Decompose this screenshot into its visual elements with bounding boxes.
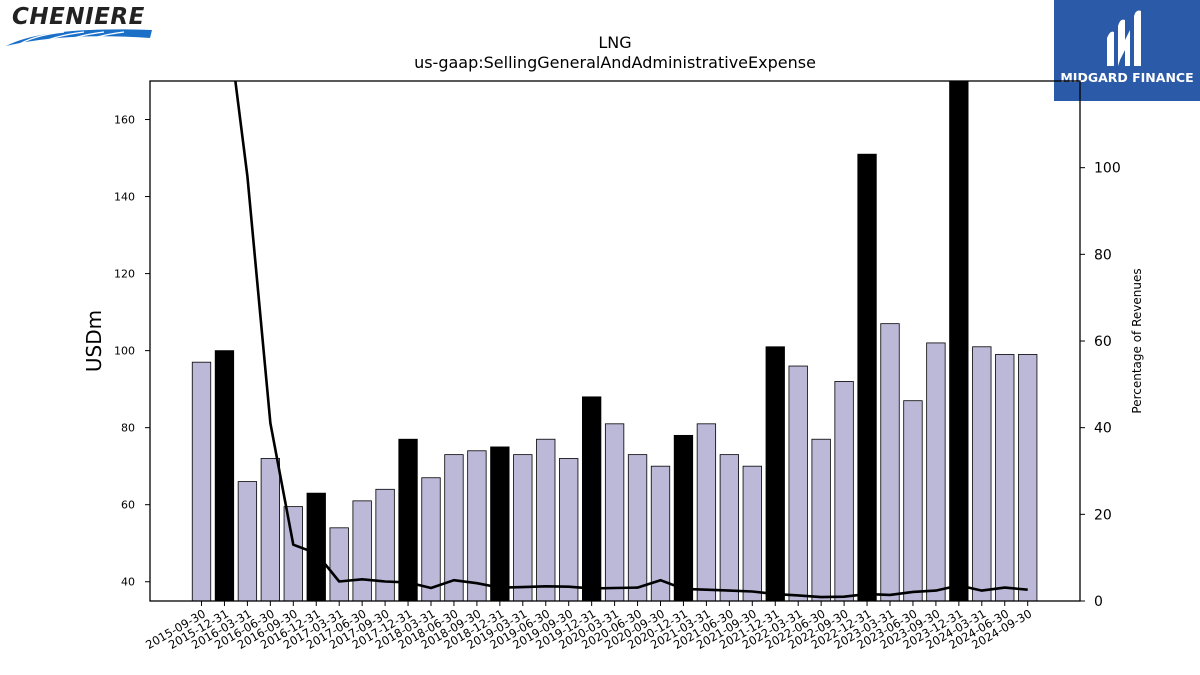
bar — [191, 361, 212, 602]
y-tick-label: 100 — [114, 345, 135, 358]
bar — [719, 454, 739, 602]
bar — [834, 381, 854, 602]
cheniere-wave-icon — [6, 29, 152, 47]
chart-title: LNG — [598, 33, 632, 52]
bar — [696, 423, 717, 602]
bar — [536, 438, 556, 602]
y2-tick-label: 100 — [1094, 161, 1121, 177]
bar — [582, 396, 602, 602]
bar — [467, 450, 487, 602]
bar — [559, 458, 579, 602]
bar — [857, 153, 877, 602]
bar — [765, 346, 785, 602]
bar — [903, 400, 923, 602]
bar — [1018, 354, 1038, 602]
bar — [604, 423, 625, 602]
y2-tick-label: 40 — [1094, 421, 1112, 437]
chart-subtitle: us-gaap:SellingGeneralAndAdministrativeE… — [414, 53, 816, 72]
midgard-wordmark: MIDGARD FINANCE — [1060, 70, 1194, 85]
y-tick-label: 80 — [121, 422, 135, 435]
bar — [352, 500, 372, 602]
y2-axis-label: Percentage of Revenues — [1130, 268, 1144, 413]
bar — [421, 477, 441, 602]
bar — [673, 434, 694, 602]
bar — [627, 454, 648, 602]
bar — [398, 438, 418, 602]
y-tick-label: 140 — [114, 191, 135, 204]
bar — [490, 446, 510, 602]
y2-tick-label: 80 — [1094, 247, 1112, 263]
bar — [375, 488, 395, 602]
percentage-line — [234, 81, 1028, 599]
bar — [742, 465, 762, 602]
bar — [306, 492, 326, 602]
cheniere-logo: CHENIERE — [4, 2, 156, 52]
midgard-m-icon — [1107, 10, 1141, 67]
bar — [972, 346, 992, 602]
bar — [926, 342, 946, 602]
bar — [214, 350, 235, 602]
bar — [995, 354, 1015, 602]
y-tick-label: 40 — [121, 576, 135, 589]
bar — [788, 365, 808, 602]
y-tick-label: 120 — [114, 268, 135, 281]
y2-tick-label: 0 — [1094, 594, 1103, 610]
bar — [811, 438, 831, 602]
bar — [283, 506, 303, 602]
cheniere-wordmark: CHENIERE — [12, 4, 145, 30]
bar — [260, 458, 281, 602]
bar — [949, 80, 969, 602]
bar — [513, 454, 533, 602]
bar — [329, 527, 349, 602]
y-tick-label: 160 — [114, 114, 135, 127]
midgard-finance-logo: MIDGARD FINANCE — [1054, 0, 1200, 101]
bar — [237, 481, 258, 602]
y-axis-label: USDm — [82, 310, 106, 372]
y-tick-label: 60 — [121, 499, 135, 512]
y2-tick-label: 60 — [1094, 334, 1112, 350]
y2-tick-label: 20 — [1094, 507, 1112, 523]
bar — [880, 323, 900, 602]
